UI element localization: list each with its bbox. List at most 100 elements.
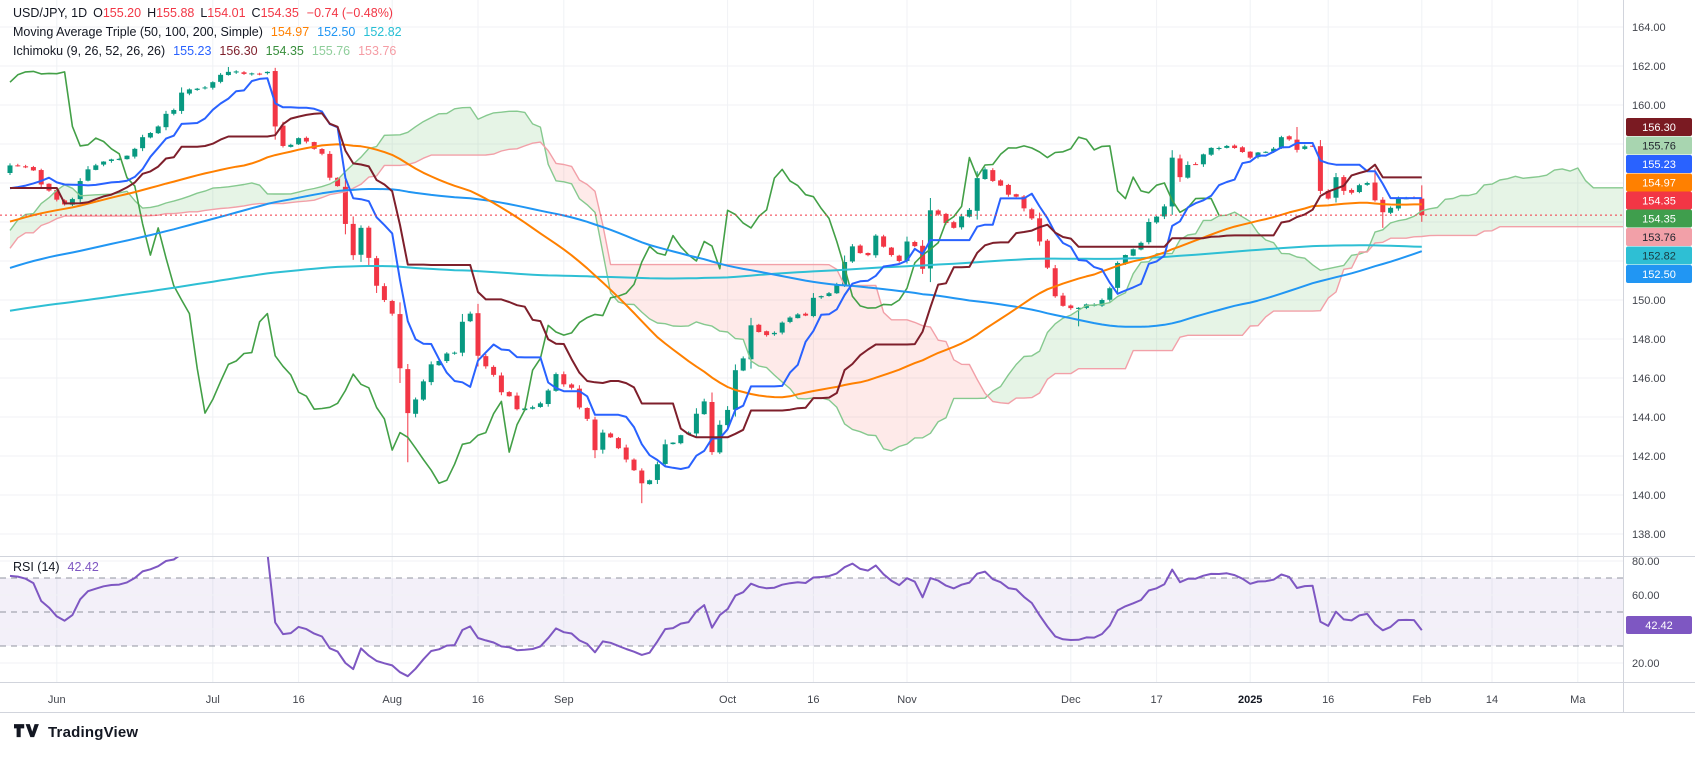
price-scale[interactable]: 164.00 162.00 160.00 150.00 148.00 146.00 144.… (1626, 22, 1692, 670)
candle-body (389, 300, 395, 314)
candle-body (116, 158, 122, 160)
candle-body (288, 144, 294, 147)
candle-body (38, 170, 44, 185)
candle-body (1068, 305, 1074, 309)
candle-body (537, 403, 543, 407)
time-label: 14 (1486, 694, 1498, 706)
candle-body (1044, 240, 1050, 268)
price-badge (1626, 228, 1692, 246)
candle-body (1263, 151, 1269, 153)
candle-body (475, 313, 481, 356)
tradingview-logo-icon[interactable] (14, 724, 40, 741)
price-badge (1626, 246, 1692, 265)
candle-body (1302, 146, 1308, 149)
candle-body (30, 167, 36, 171)
candle-body (210, 82, 216, 88)
candle-body (779, 322, 785, 333)
price-label: 144.00 (1632, 412, 1666, 424)
candle-body (1239, 147, 1245, 153)
candle-body (639, 470, 645, 484)
time-label: Ma (1570, 694, 1586, 706)
rsi-pane[interactable] (0, 548, 1623, 682)
price-badge (1626, 265, 1692, 283)
close-label: C (251, 6, 261, 20)
candle-body (491, 366, 497, 375)
candle-body (1247, 151, 1253, 158)
candle-body (241, 72, 247, 74)
candle-body (998, 180, 1004, 186)
candle-body (140, 137, 146, 149)
ma50-line (9, 143, 1422, 399)
candle-body (701, 401, 707, 415)
candle-body (873, 235, 879, 256)
candle-body (600, 432, 606, 450)
price-label: 150.00 (1632, 295, 1666, 307)
candle-body (23, 166, 29, 168)
candle-body (1115, 262, 1121, 288)
candle-body (108, 159, 114, 161)
candle-body (1232, 145, 1238, 149)
candle-body (54, 189, 60, 200)
candle-body (787, 317, 793, 322)
candle-body (857, 245, 863, 254)
price-badge-value: 155.76 (1642, 141, 1676, 153)
price-badge-value: 154.35 (1642, 196, 1676, 208)
candle-body (1099, 300, 1105, 306)
candle-body (327, 153, 333, 178)
candle-body (865, 252, 871, 256)
tradingview-brand-text[interactable]: TradingView (48, 724, 139, 741)
time-label: 16 (807, 694, 819, 706)
legend-ichimoku-row[interactable]: Ichimoku (9, 26, 52, 26, 26) 155.23 156.… (13, 44, 396, 59)
candle-body (576, 388, 582, 408)
footer-bar: TradingView (0, 713, 1695, 752)
legend-rsi-row[interactable]: RSI (14) 42.42 (13, 560, 99, 575)
candle-body (514, 395, 520, 410)
candle-body (912, 241, 918, 247)
price-label: 162.00 (1632, 61, 1666, 73)
candle-body (982, 169, 988, 180)
chikou-line (9, 70, 1220, 485)
candle-body (904, 241, 910, 261)
candle-body (818, 296, 824, 298)
candle-body (124, 155, 130, 160)
time-label: Jun (48, 694, 66, 706)
main-pane[interactable] (0, 0, 1625, 556)
candle-body (615, 438, 621, 449)
candle-body (1224, 145, 1230, 148)
candle-body (826, 293, 832, 296)
candle-body (272, 71, 278, 127)
ichimoku-indicator-label: Ichimoku (9, 26, 52, 26, 26) (13, 44, 166, 58)
ma100-line (9, 188, 1423, 328)
time-label: Oct (719, 694, 736, 706)
candle-body (1310, 145, 1316, 147)
candle-body (249, 73, 255, 75)
time-label: 2025 (1238, 694, 1262, 706)
candle-body (1286, 136, 1292, 140)
time-scale[interactable]: Jun Jul 16 Aug 16 Sep Oct 16 Nov Dec 17 2025 16 Feb 14… (48, 694, 1586, 706)
change-value: −0.74 (−0.48%) (306, 6, 393, 20)
price-label: 140.00 (1632, 490, 1666, 502)
legend-ma-row[interactable]: Moving Average Triple (50, 100, 200, Sim… (13, 25, 402, 40)
candle-body (943, 213, 949, 224)
candle-body (1356, 185, 1362, 193)
candle-body (1278, 137, 1284, 149)
price-label: 160.00 (1632, 100, 1666, 112)
candle-body (896, 255, 902, 261)
candle-body (662, 444, 668, 464)
time-label: Jul (206, 694, 220, 706)
ma100-value: 152.50 (317, 25, 356, 39)
legend-symbol-row[interactable]: USD/JPY, 1D O 155.20 H 155.88 L 154.01 C 154… (13, 6, 393, 21)
candle-body (935, 210, 941, 215)
candle-body (350, 223, 356, 256)
candle-body (85, 169, 91, 181)
candle-body (397, 314, 403, 369)
rsi-badge (1626, 616, 1692, 634)
candle-body (335, 177, 341, 187)
candle-body (966, 209, 972, 217)
candle-body (1161, 206, 1167, 217)
senkou-b-line (9, 141, 1623, 405)
price-label: 142.00 (1632, 451, 1666, 463)
candle-body (1146, 222, 1152, 243)
candle-body (342, 186, 348, 224)
